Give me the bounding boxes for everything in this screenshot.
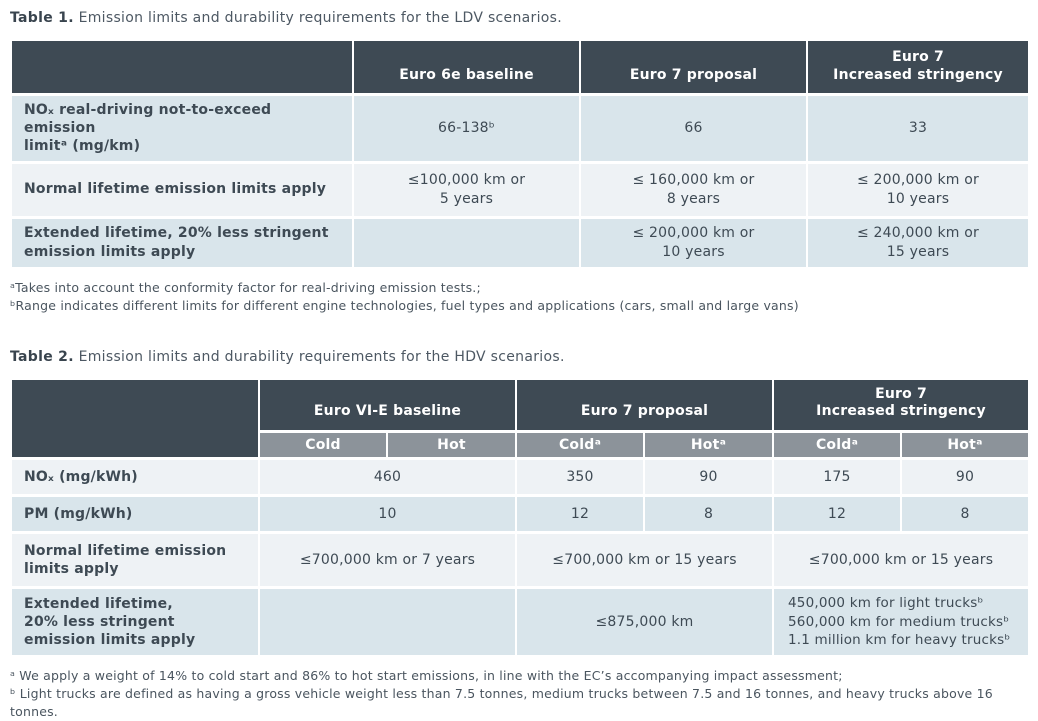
table1-caption-label: Table 1. [10,10,74,26]
ldv-column-header-euro6e: Euro 6e baseline [352,38,581,96]
hdv-subheader-proposal-cold: Coldᵃ [515,429,645,460]
hdv-row-normal-lifetime: Normal lifetime emission limits apply ≤7… [10,530,1030,589]
table2-footnote-b: ᵇ Light trucks are defined as having a g… [10,685,993,720]
hdv-row-extended-lifetime-label: Extended lifetime, 20% less stringent em… [10,585,260,658]
ldv-column-header-euro7-stringency: Euro 7 Increased stringency [806,38,1030,96]
hdv-group-header-euro7-stringency: Euro 7 Increased stringency [772,376,1030,433]
table1-footnote-a: ᵃTakes into account the conformity facto… [10,279,481,295]
ldv-extended-euro6e [352,215,581,270]
table1-footnote-b: ᵇRange indicates different limits for di… [10,297,799,313]
hdv-pm-baseline: 10 [258,493,517,534]
table2-footnote-a: ᵃ We apply a weight of 14% to cold start… [10,667,843,683]
ldv-corner-cell [10,38,354,96]
hdv-pm-proposal-hot: 8 [643,493,774,534]
hdv-extended-baseline [258,585,517,658]
ldv-row-extended-lifetime-label: Extended lifetime, 20% less stringent em… [10,215,354,270]
hdv-row-nox: NOₓ (mg/kWh) 460 350 90 175 90 [10,456,1030,497]
hdv-pm-stringency-hot: 8 [900,493,1030,534]
ldv-emission-limits-table: Euro 6e baseline Euro 7 proposal Euro 7 … [10,38,1030,270]
hdv-group-header-eurovie: Euro VI-E baseline [258,376,517,433]
hdv-subheader-stringency-hot: Hotᵃ [900,429,1030,460]
hdv-subheader-stringency-cold: Coldᵃ [772,429,902,460]
hdv-row-pm-label: PM (mg/kWh) [10,493,260,534]
ldv-row-extended-lifetime: Extended lifetime, 20% less stringent em… [10,215,1030,270]
ldv-nox-euro6e: 66-138ᵇ [352,93,581,164]
hdv-row-nox-label: NOₓ (mg/kWh) [10,456,260,497]
hdv-row-pm: PM (mg/kWh) 10 12 8 12 8 [10,493,1030,534]
ldv-row-normal-lifetime: Normal lifetime emission limits apply ≤1… [10,160,1030,219]
hdv-row-normal-lifetime-label: Normal lifetime emission limits apply [10,530,260,589]
table2-caption: Table 2. Emission limits and durability … [10,349,1028,365]
ldv-header-row: Euro 6e baseline Euro 7 proposal Euro 7 … [10,38,1030,96]
hdv-nox-stringency-hot: 90 [900,456,1030,497]
ldv-normal-euro7-proposal: ≤ 160,000 km or 8 years [579,160,808,219]
table2-caption-text: Emission limits and durability requireme… [73,348,565,365]
hdv-extended-stringency: 450,000 km for light trucksᵇ 560,000 km … [772,585,1030,658]
ldv-nox-euro7-proposal: 66 [579,93,808,164]
hdv-row-extended-lifetime: Extended lifetime, 20% less stringent em… [10,585,1030,658]
hdv-group-header-row: Euro VI-E baseline Euro 7 proposal Euro … [10,376,1030,460]
table2-footnotes: ᵃ We apply a weight of 14% to cold start… [10,667,1028,721]
hdv-normal-baseline: ≤700,000 km or 7 years [258,530,517,589]
hdv-subheader-baseline-hot: Hot [386,429,517,460]
hdv-subheader-proposal-hot: Hotᵃ [643,429,774,460]
ldv-normal-euro6e: ≤100,000 km or 5 years [352,160,581,219]
hdv-normal-stringency: ≤700,000 km or 15 years [772,530,1030,589]
ldv-extended-euro7-proposal: ≤ 200,000 km or 10 years [579,215,808,270]
table1-footnotes: ᵃTakes into account the conformity facto… [10,279,1028,315]
table1-caption: Table 1. Emission limits and durability … [10,10,1028,26]
hdv-nox-proposal-hot: 90 [643,456,774,497]
hdv-nox-baseline: 460 [258,456,517,497]
hdv-pm-proposal-cold: 12 [515,493,645,534]
ldv-row-nox-label: NOₓ real-driving not-to-exceed emission … [10,93,354,164]
hdv-corner-cell [10,376,260,460]
ldv-row-normal-lifetime-label: Normal lifetime emission limits apply [10,160,354,219]
hdv-subheader-baseline-cold: Cold [258,429,388,460]
hdv-pm-stringency-cold: 12 [772,493,902,534]
hdv-extended-proposal: ≤875,000 km [515,585,774,658]
table1-caption-text: Emission limits and durability requireme… [73,10,562,26]
ldv-extended-euro7-stringency: ≤ 240,000 km or 15 years [806,215,1030,270]
ldv-column-header-euro7-proposal: Euro 7 proposal [579,38,808,96]
hdv-subheader-row: Cold Hot Coldᵃ Hotᵃ Coldᵃ Hotᵃ [11,429,1030,460]
ldv-nox-euro7-stringency: 33 [806,93,1030,164]
hdv-nox-stringency-cold: 175 [772,456,902,497]
hdv-nox-proposal-cold: 350 [515,456,645,497]
ldv-normal-euro7-stringency: ≤ 200,000 km or 10 years [806,160,1030,219]
table2-caption-label: Table 2. [10,348,74,365]
ldv-row-nox: NOₓ real-driving not-to-exceed emission … [10,93,1030,164]
hdv-group-header-euro7-proposal: Euro 7 proposal [515,376,774,433]
hdv-normal-proposal: ≤700,000 km or 15 years [515,530,774,589]
hdv-emission-limits-table: Euro VI-E baseline Euro 7 proposal Euro … [10,376,1030,658]
